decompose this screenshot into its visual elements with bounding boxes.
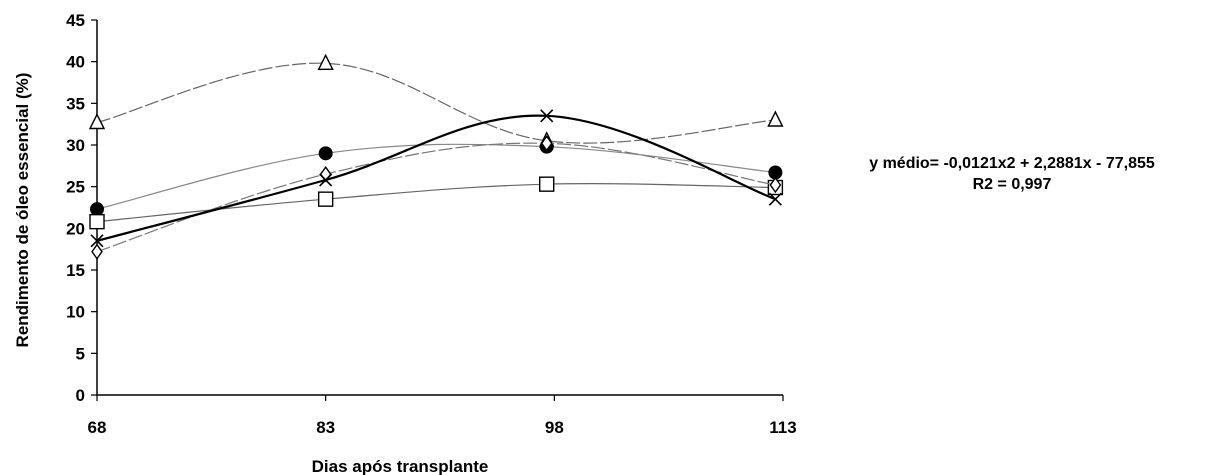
series-square [89, 176, 784, 230]
data-point-cross [90, 234, 104, 248]
x-axis-title: Dias após transplante [312, 457, 489, 475]
data-point-square [539, 176, 555, 192]
regression-equation: y médio= -0,0121x2 + 2,2881x - 77,855 [869, 155, 1155, 172]
data-point-cross [540, 109, 554, 123]
series-line-square [96, 183, 776, 223]
series-line-circle [96, 143, 776, 210]
series-triangle [88, 53, 784, 148]
y-tick-label: 15 [66, 261, 85, 280]
y-tick-label: 25 [66, 178, 85, 197]
data-point-cross [319, 173, 333, 187]
data-point-diamond [91, 243, 103, 260]
y-tick-label: 20 [66, 219, 85, 238]
series-line-triangle [96, 62, 776, 144]
data-point-triangle [317, 53, 334, 71]
series-line-cross [96, 114, 776, 242]
x-tick-label: 98 [545, 418, 564, 437]
data-point-circle [90, 202, 104, 217]
series-circle [90, 139, 783, 217]
data-point-square [89, 213, 105, 230]
series-cross [90, 109, 782, 248]
x-tick-label: 68 [88, 418, 107, 437]
x-tick-label: 113 [769, 418, 796, 437]
y-tick-label: 5 [76, 344, 85, 363]
y-tick-label: 0 [76, 386, 85, 405]
series-group [88, 53, 784, 260]
data-point-triangle [88, 112, 106, 130]
data-point-square [317, 191, 334, 207]
data-point-diamond [540, 135, 553, 152]
regression-r2: R2 = 0,997 [973, 176, 1052, 193]
y-tick-label: 45 [66, 11, 85, 30]
data-point-triangle [767, 110, 784, 127]
axes: 0 5 10 15 20 25 30 35 40 45 68 83 98 113 [66, 11, 797, 437]
y-tick-label: 40 [66, 53, 85, 72]
y-tick-label: 30 [66, 136, 85, 155]
y-tick-label: 10 [66, 303, 85, 322]
y-axis-title: Rendimento de óleo essencial (%) [13, 73, 32, 348]
data-point-circle [318, 146, 333, 161]
data-point-cross [768, 192, 782, 206]
data-point-diamond [769, 176, 782, 194]
x-tick-label: 83 [316, 418, 335, 437]
y-tick-label: 35 [66, 94, 85, 113]
